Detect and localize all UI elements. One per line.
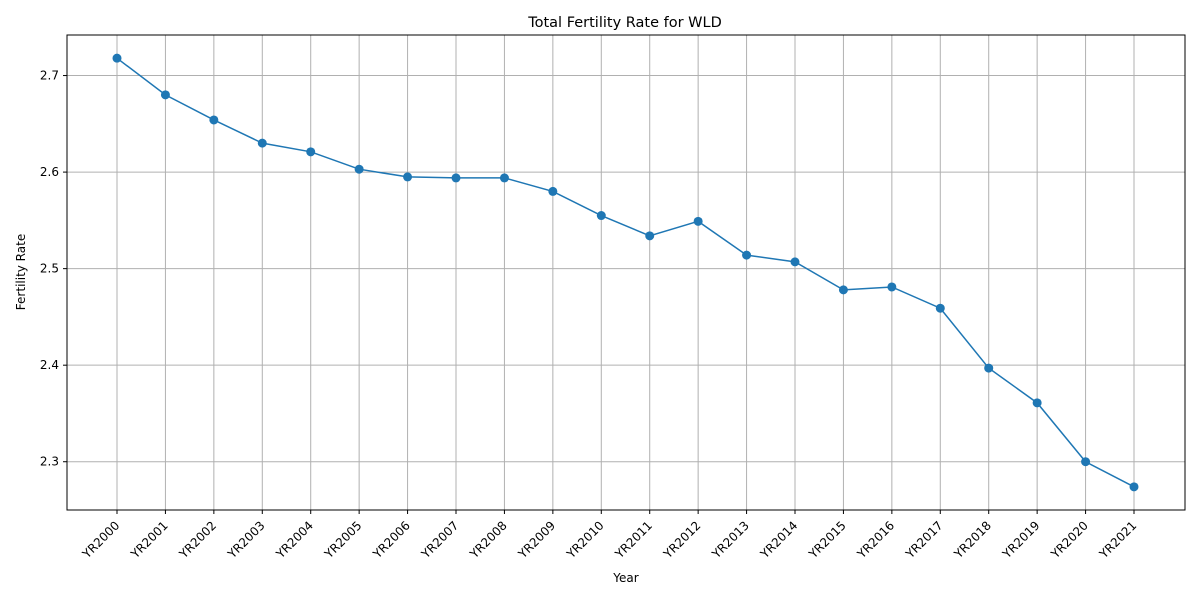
x-tick-label: YR2014 bbox=[757, 518, 800, 561]
x-tick-label: YR2000 bbox=[79, 518, 122, 561]
x-tick-label: YR2021 bbox=[1096, 518, 1139, 561]
y-tick-label: 2.3 bbox=[40, 455, 59, 469]
x-tick-label: YR2012 bbox=[660, 518, 703, 561]
data-point bbox=[887, 282, 897, 292]
x-tick-label: YR2009 bbox=[515, 518, 558, 561]
data-point bbox=[306, 147, 316, 157]
x-tick-label: YR2018 bbox=[951, 518, 994, 561]
x-tick-label: YR2011 bbox=[612, 518, 655, 561]
x-tick-label: YR2019 bbox=[999, 518, 1042, 561]
y-tick-label: 2.6 bbox=[40, 165, 59, 179]
x-tick-label: YR2020 bbox=[1048, 518, 1091, 561]
data-points bbox=[112, 53, 1139, 492]
x-tick-label: YR2004 bbox=[273, 518, 316, 561]
data-point bbox=[596, 211, 606, 221]
x-tick-label: YR2008 bbox=[466, 518, 509, 561]
x-tick-label: YR2007 bbox=[418, 518, 461, 561]
x-axis-label: Year bbox=[612, 571, 638, 585]
x-tick-label: YR2016 bbox=[854, 518, 897, 561]
data-point bbox=[838, 285, 848, 295]
y-tick-label: 2.4 bbox=[40, 358, 59, 372]
plot-frame bbox=[66, 34, 1186, 511]
x-tick-label: YR2006 bbox=[370, 518, 413, 561]
x-tick-label: YR2003 bbox=[224, 518, 267, 561]
x-tick-label: YR2015 bbox=[805, 518, 848, 561]
data-point bbox=[742, 250, 752, 260]
axis-ticks: YR2000 YR2001 YR2002 YR2003 YR2004 YR2005 YR20… bbox=[40, 69, 1139, 562]
x-tick-label: YR2005 bbox=[321, 518, 364, 561]
y-axis-label: Fertility Rate bbox=[14, 234, 28, 310]
data-point bbox=[354, 164, 364, 174]
grid bbox=[67, 35, 1185, 510]
data-point bbox=[645, 231, 655, 241]
data-point bbox=[112, 53, 122, 63]
data-point bbox=[693, 216, 703, 226]
data-point bbox=[1081, 457, 1091, 467]
y-tick-label: 2.5 bbox=[40, 262, 59, 276]
data-point bbox=[160, 90, 170, 100]
data-point bbox=[790, 257, 800, 267]
chart-title: Total Fertility Rate for WLD bbox=[527, 15, 722, 31]
x-tick-label: YR2013 bbox=[709, 518, 752, 561]
data-point bbox=[451, 173, 461, 183]
data-point bbox=[209, 115, 219, 125]
data-point bbox=[403, 172, 413, 182]
x-tick-label: YR2002 bbox=[176, 518, 219, 561]
data-point bbox=[935, 303, 945, 313]
data-point bbox=[1129, 482, 1139, 492]
x-tick-label: YR2017 bbox=[902, 518, 945, 561]
data-point bbox=[548, 186, 558, 196]
data-point bbox=[499, 173, 509, 183]
series-line bbox=[116, 57, 1135, 488]
x-tick-label: YR2001 bbox=[127, 518, 170, 561]
y-tick-label: 2.7 bbox=[40, 69, 59, 83]
data-point bbox=[257, 138, 267, 148]
data-point bbox=[984, 363, 994, 373]
x-tick-label: YR2010 bbox=[563, 518, 606, 561]
data-point bbox=[1032, 398, 1042, 408]
